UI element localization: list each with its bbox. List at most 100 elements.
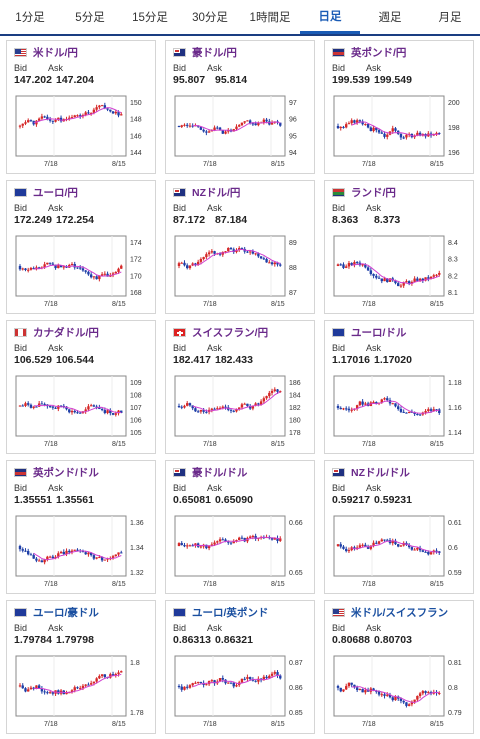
bid-value: 95.807 — [173, 74, 206, 86]
candle-body — [358, 545, 362, 548]
mini-chart[interactable]: 0.61 0.6 0.59 7/18 8/15 — [332, 514, 466, 590]
mini-chart[interactable]: 0.66 0.65 7/18 8/15 — [173, 514, 307, 590]
bid-label: Bid — [332, 343, 346, 353]
mini-chart[interactable]: 174 172 170 168 7/18 8/15 — [14, 234, 148, 310]
mini-chart[interactable]: 97 96 95 94 7/18 8/15 — [173, 94, 307, 170]
candle-body — [92, 555, 96, 559]
candle-body — [79, 688, 82, 690]
candle-body — [106, 273, 109, 277]
tab-5[interactable]: 日足 — [300, 0, 360, 34]
candle-body — [224, 406, 227, 408]
pair-name[interactable]: 豪ドル/ドル — [192, 466, 248, 479]
pair-name[interactable]: 豪ドル/円 — [192, 46, 237, 59]
candle-body — [70, 264, 74, 266]
candle-body — [372, 402, 375, 404]
mini-chart[interactable]: 109 108 107 106 105 7/18 8/15 — [14, 374, 148, 450]
pair-name[interactable]: 米ドル/円 — [33, 46, 78, 59]
candle-body — [429, 552, 433, 555]
candle-body — [196, 411, 200, 413]
candle-body — [202, 410, 205, 412]
card-header: ユーロ/円 — [14, 185, 149, 199]
candle-body — [207, 131, 211, 133]
mini-chart[interactable]: 0.87 0.86 0.85 7/18 8/15 — [173, 654, 307, 730]
candle-body — [391, 403, 394, 405]
candle-body — [194, 263, 197, 265]
currency-card[interactable]: NZドル/ドル Bid Ask 0.59217 0.59231 0.61 0.6 0.59 7/… — [324, 460, 474, 594]
pair-name[interactable]: スイスフラン/円 — [192, 326, 269, 339]
candle-body — [27, 550, 30, 555]
candle-body — [183, 686, 186, 690]
mini-chart[interactable]: 0.81 0.8 0.79 7/18 8/15 — [332, 654, 466, 730]
pair-name[interactable]: ユーロ/英ポンド — [192, 606, 269, 619]
currency-card[interactable]: 米ドル/スイスフラン Bid Ask 0.80688 0.80703 0.81 0.8 0.7… — [324, 600, 474, 734]
currency-card[interactable]: ユーロ/英ポンド Bid Ask 0.86313 0.86321 0.87 0.86 0.85… — [165, 600, 315, 734]
candle-body — [407, 281, 411, 284]
tab-1[interactable]: 5分足 — [75, 12, 105, 24]
currency-card[interactable]: カナダドル/円 Bid Ask 106.529 106.544 109 108 107 106 1… — [6, 320, 156, 454]
pair-name[interactable]: 英ポンド/円 — [351, 46, 407, 59]
candle-body — [248, 536, 252, 538]
currency-card[interactable]: 豪ドル/円 Bid Ask 95.807 95.814 97 96 95 94 7/18 8/15 — [165, 40, 315, 174]
pair-name[interactable]: NZドル/ドル — [351, 466, 410, 479]
pair-name[interactable]: 英ポンド/ドル — [33, 466, 99, 479]
candle-body — [358, 689, 362, 691]
currency-card[interactable]: 英ポンド/ドル Bid Ask 1.35551 1.35561 1.36 1.34 1.32 7… — [6, 460, 156, 594]
candle-body — [342, 689, 345, 692]
pair-name[interactable]: ユーロ/円 — [33, 186, 78, 199]
pair-name[interactable]: ユーロ/豪ドル — [33, 606, 99, 619]
currency-card[interactable]: ユーロ/豪ドル Bid Ask 1.79784 1.79798 1.8 1.78 7/18 8/… — [6, 600, 156, 734]
tab-0[interactable]: 1分足 — [15, 12, 45, 24]
pair-name[interactable]: カナダドル/円 — [33, 326, 99, 339]
candle-body — [416, 695, 419, 700]
currency-card[interactable]: ランド/円 Bid Ask 8.363 8.373 8.4 8.3 8.2 8.1 7/18 8/1… — [324, 180, 474, 314]
mini-chart[interactable]: 150 148 146 144 7/18 8/15 — [14, 94, 148, 170]
currency-card[interactable]: ユーロ/円 Bid Ask 172.249 172.254 174 172 170 168 7/1… — [6, 180, 156, 314]
mini-chart[interactable]: 89 88 87 7/18 8/15 — [173, 234, 307, 310]
pair-name[interactable]: ユーロ/ドル — [351, 326, 407, 339]
candle-body — [59, 551, 63, 554]
tab-6[interactable]: 週足 — [378, 12, 402, 24]
ask-value: 0.86321 — [215, 634, 253, 646]
pair-name[interactable]: 米ドル/スイスフラン — [351, 606, 449, 619]
currency-card[interactable]: 豪ドル/ドル Bid Ask 0.65081 0.65090 0.66 0.65 7/18 8/… — [165, 460, 315, 594]
pair-name[interactable]: NZドル/円 — [192, 186, 241, 199]
candle-body — [353, 120, 356, 123]
candle-body — [216, 408, 219, 410]
mini-chart[interactable]: 186 184 182 180 178 7/18 8/15 — [173, 374, 307, 450]
tab-2[interactable]: 15分足 — [132, 12, 168, 24]
currency-card[interactable]: 英ポンド/円 Bid Ask 199.539 199.549 200 198 196 7/18 8… — [324, 40, 474, 174]
tab-3[interactable]: 30分足 — [192, 12, 228, 24]
candle-body — [114, 413, 117, 415]
currency-card[interactable]: スイスフラン/円 Bid Ask 182.417 182.433 186 184 182 180… — [165, 320, 315, 454]
mini-chart[interactable]: 200 198 196 7/18 8/15 — [332, 94, 466, 170]
mini-chart[interactable]: 1.18 1.16 1.14 7/18 8/15 — [332, 374, 466, 450]
candle-body — [438, 132, 441, 134]
mini-chart[interactable]: 1.36 1.34 1.32 7/18 8/15 — [14, 514, 148, 590]
candle-body — [18, 405, 22, 407]
price-values: 0.86313 0.86321 — [173, 634, 308, 648]
price-values: 0.80688 0.80703 — [332, 634, 467, 648]
tab-4[interactable]: 1時間足 — [249, 12, 291, 24]
tab-7[interactable]: 月足 — [438, 12, 462, 24]
y-tick-label: 170 — [130, 273, 142, 280]
y-tick-label: 148 — [130, 117, 142, 124]
ask-label: Ask — [48, 203, 64, 213]
currency-card[interactable]: 米ドル/円 Bid Ask 147.202 147.204 150 148 146 144 7/1… — [6, 40, 156, 174]
ask-label: Ask — [366, 203, 382, 213]
currency-card[interactable]: ユーロ/ドル Bid Ask 1.17016 1.17020 1.18 1.16 1.14 7/… — [324, 320, 474, 454]
candle-body — [377, 130, 381, 133]
candle-body — [427, 551, 430, 555]
currency-card[interactable]: NZドル/円 Bid Ask 87.172 87.184 89 88 87 7/18 8/15 — [165, 180, 315, 314]
y-tick-label: 105 — [130, 430, 142, 437]
candle-body — [73, 115, 76, 118]
chart-frame — [333, 375, 445, 437]
pair-name[interactable]: ランド/円 — [351, 186, 396, 199]
candle-body — [87, 271, 90, 275]
bid-value: 8.363 — [332, 214, 359, 226]
candle-body — [120, 410, 123, 413]
y-tick-label: 94 — [289, 150, 297, 157]
candle-body — [92, 276, 96, 278]
mini-chart[interactable]: 1.8 1.78 7/18 8/15 — [14, 654, 148, 730]
mini-chart[interactable]: 8.4 8.3 8.2 8.1 7/18 8/15 — [332, 234, 466, 310]
moving-average-line — [351, 540, 440, 553]
